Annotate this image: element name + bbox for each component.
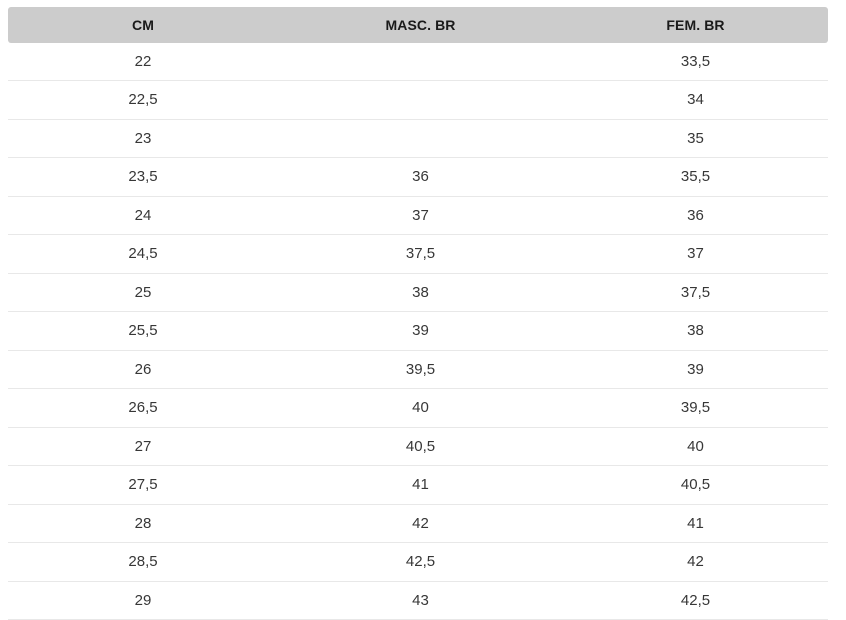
- table-cell-fem: 37: [563, 234, 828, 274]
- table-cell-masc: [278, 80, 563, 120]
- table-row: 28 42 41: [8, 504, 828, 543]
- table-cell-cm: 27,5: [8, 465, 278, 505]
- table-row: 23 35: [8, 119, 828, 158]
- table-cell-cm: 23,5: [8, 157, 278, 197]
- table-cell-cm: 29: [8, 581, 278, 620]
- table-row: 26 39,5 39: [8, 350, 828, 389]
- table-cell-cm: 22,5: [8, 80, 278, 120]
- table-cell-fem: 39: [563, 350, 828, 389]
- table-cell-cm: 28,5: [8, 542, 278, 582]
- table-row: 23,5 36 35,5: [8, 157, 828, 197]
- table-row: 22,5 34: [8, 80, 828, 120]
- table-cell-masc: 37: [278, 196, 563, 235]
- table-cell-cm: 28: [8, 504, 278, 543]
- table-row: 26,5 40 39,5: [8, 388, 828, 428]
- table-cell-fem: 40,5: [563, 465, 828, 505]
- table-cell-fem: 35: [563, 119, 828, 158]
- table-cell-cm: 25: [8, 273, 278, 312]
- table-row: 27,5 41 40,5: [8, 465, 828, 505]
- table-cell-masc: 39,5: [278, 350, 563, 389]
- table-cell-cm: 24: [8, 196, 278, 235]
- table-cell-fem: 37,5: [563, 273, 828, 312]
- table-cell-cm: 26: [8, 350, 278, 389]
- table-row: 28,5 42,5 42: [8, 542, 828, 582]
- table-row: 27 40,5 40: [8, 427, 828, 466]
- table-cell-fem: 33,5: [563, 43, 828, 81]
- table-cell-cm: 24,5: [8, 234, 278, 274]
- table-cell-fem: 42: [563, 542, 828, 582]
- table-body: 22 33,5 22,5 34 23 35 23,5 36 35,5 24 37 36 24,5 37,5…: [8, 43, 828, 620]
- table-header: CM MASC. BR FEM. BR: [8, 7, 828, 43]
- column-header-fem: FEM. BR: [563, 7, 828, 43]
- table-cell-masc: [278, 43, 563, 81]
- table-cell-fem: 35,5: [563, 157, 828, 197]
- table-cell-cm: 26,5: [8, 388, 278, 428]
- table-cell-fem: 40: [563, 427, 828, 466]
- table-cell-masc: 40: [278, 388, 563, 428]
- table-cell-cm: 23: [8, 119, 278, 158]
- table-cell-fem: 36: [563, 196, 828, 235]
- table-cell-masc: 43: [278, 581, 563, 620]
- table-cell-masc: 40,5: [278, 427, 563, 466]
- table-cell-cm: 25,5: [8, 311, 278, 351]
- table-cell-masc: 42: [278, 504, 563, 543]
- table-cell-masc: [278, 119, 563, 158]
- shoe-size-table: CM MASC. BR FEM. BR 22 33,5 22,5 34 23 35 23,5…: [8, 7, 828, 620]
- table-cell-masc: 38: [278, 273, 563, 312]
- table-cell-masc: 42,5: [278, 542, 563, 582]
- column-header-cm: CM: [8, 7, 278, 43]
- table-cell-cm: 27: [8, 427, 278, 466]
- table-cell-masc: 37,5: [278, 234, 563, 274]
- table-cell-masc: 36: [278, 157, 563, 197]
- table-cell-fem: 34: [563, 80, 828, 120]
- table-row: 25,5 39 38: [8, 311, 828, 351]
- table-row: 29 43 42,5: [8, 581, 828, 620]
- table-cell-fem: 41: [563, 504, 828, 543]
- table-row: 22 33,5: [8, 43, 828, 81]
- table-cell-fem: 42,5: [563, 581, 828, 620]
- table-row: 24,5 37,5 37: [8, 234, 828, 274]
- table-cell-cm: 22: [8, 43, 278, 81]
- table-cell-masc: 41: [278, 465, 563, 505]
- table-row: 25 38 37,5: [8, 273, 828, 312]
- column-header-masc: MASC. BR: [278, 7, 563, 43]
- table-cell-fem: 38: [563, 311, 828, 351]
- table-cell-fem: 39,5: [563, 388, 828, 428]
- table-cell-masc: 39: [278, 311, 563, 351]
- table-row: 24 37 36: [8, 196, 828, 235]
- table-header-row: CM MASC. BR FEM. BR: [8, 7, 828, 43]
